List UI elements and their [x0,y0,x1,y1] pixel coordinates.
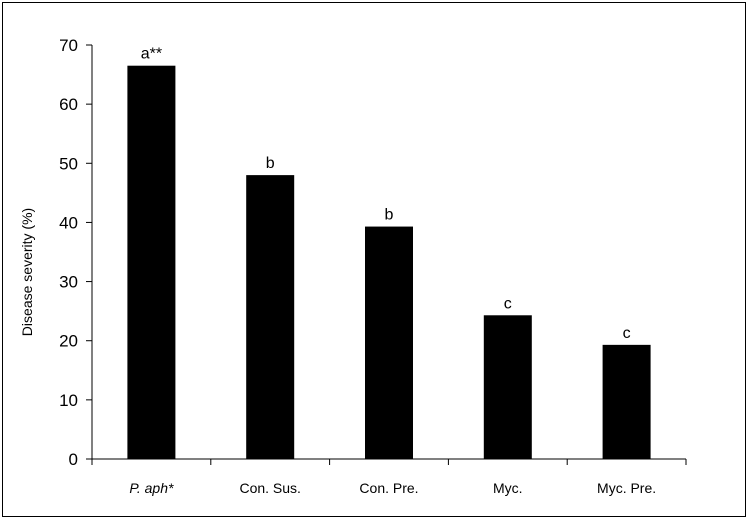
x-tick-label: Con. Pre. [359,480,418,496]
data-label: b [385,207,394,224]
x-tick-label: Con. Sus. [239,480,300,496]
labels: a** P. aph* b Con. Sus. b Con. Pre. c Myc. c Myc.… [129,46,656,496]
y-tick-label: 20 [59,332,78,351]
data-label: c [623,325,631,342]
x-tick-label: Myc. Pre. [597,480,656,496]
x-tick-label: Myc. [493,480,523,496]
y-tick-label: 60 [59,95,78,114]
data-label: b [266,155,275,172]
y-tick-label: 70 [59,36,78,55]
y-tick-label: 50 [59,154,78,173]
x-tick-label: P. aph* [129,480,174,496]
y-tick-label: 40 [59,213,78,232]
bar [483,315,532,459]
bar [602,344,651,459]
y-tick-label: 0 [69,450,78,469]
bar [127,65,176,459]
bar [365,226,413,459]
y-tick-label: 30 [59,273,78,292]
y-tick-label: 10 [59,391,78,410]
data-label: c [504,295,512,312]
axes: 0 10 20 30 40 50 60 70 [59,36,687,469]
bar [246,175,295,459]
data-label: a** [141,46,162,63]
y-axis-title: Disease severity (%) [19,208,35,336]
bars [127,65,651,459]
